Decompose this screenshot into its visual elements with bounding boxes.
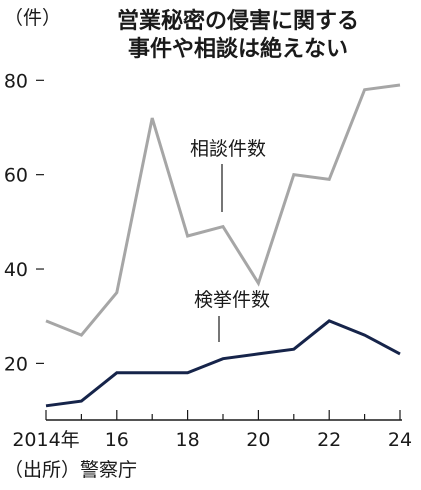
- x-tick-label-2022: 22: [317, 429, 341, 451]
- series-lines: [45, 83, 401, 408]
- series-label-consultations: 相談件数: [190, 138, 266, 160]
- x-tick-label-2020: 20: [246, 429, 270, 451]
- y-tick-label-80: 80: [4, 70, 28, 92]
- series-label-arrests: 検挙件数: [194, 289, 270, 311]
- chart-title-line-2: 事件や相談は絶えない: [128, 36, 348, 62]
- x-axis: 2014年 16 18 20 22 24: [12, 410, 412, 451]
- y-tick-label-40: 40: [4, 259, 28, 281]
- x-tick-label-2016: 16: [105, 429, 129, 451]
- y-tick-label-20: 20: [4, 353, 28, 375]
- series-line-0: [45, 83, 401, 337]
- x-tick-label-2014: 2014年: [12, 429, 79, 451]
- x-tick-label-2018: 18: [176, 429, 200, 451]
- chart-title-line-1: 営業秘密の侵害に関する: [117, 8, 359, 34]
- y-axis-unit-label: （件）: [4, 7, 61, 29]
- y-axis-ticks: 20 40 60 80: [4, 70, 44, 375]
- series-line-1: [45, 319, 401, 408]
- y-tick-label-60: 60: [4, 165, 28, 187]
- source-note: （出所）警察庁: [4, 459, 137, 481]
- x-tick-label-2024: 24: [388, 429, 412, 451]
